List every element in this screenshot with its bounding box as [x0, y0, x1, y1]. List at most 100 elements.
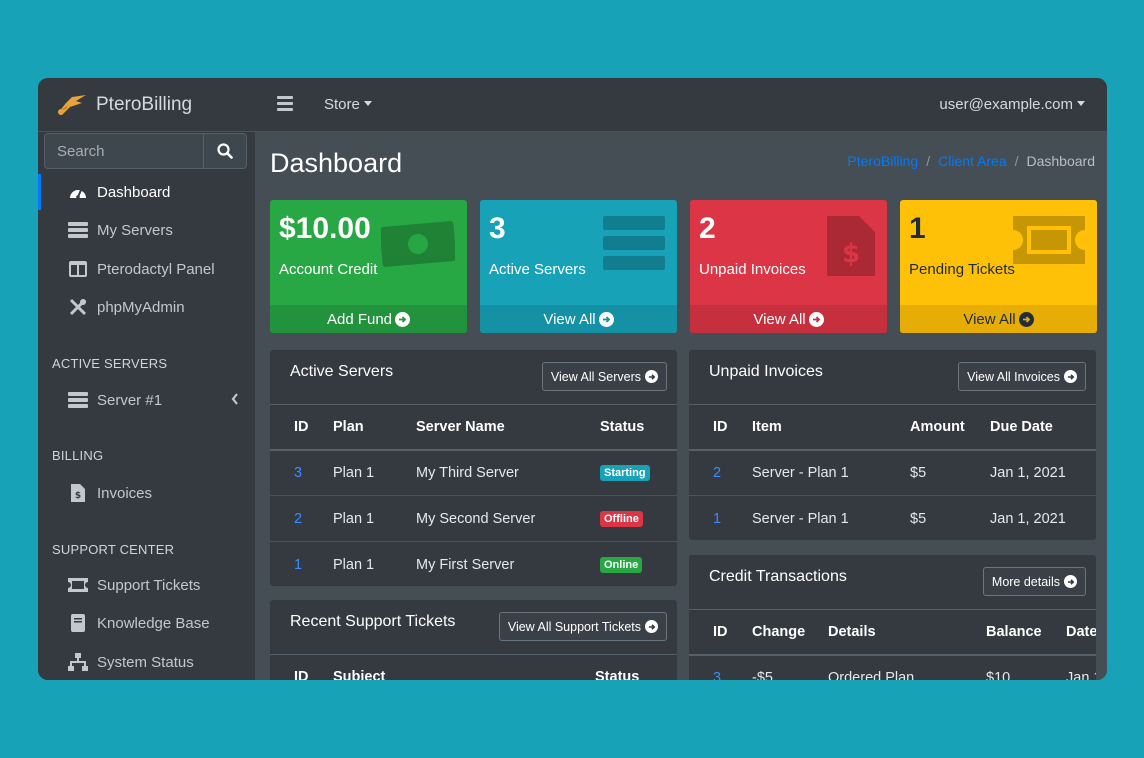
server-icon [67, 391, 89, 409]
server-name-cell: My Second Server [416, 495, 600, 542]
amount-cell: $5 [910, 510, 927, 527]
table-row: 2 Server - Plan 1 $5 Jan 1, 2021 [689, 449, 1096, 496]
stat-box-pending-tickets: 1 Pending Tickets View All [900, 200, 1097, 333]
sidebar-item-system-status[interactable]: System Status [38, 644, 255, 680]
caret-down-icon [363, 100, 372, 106]
server-icon [603, 216, 665, 270]
tachometer-icon [67, 183, 89, 201]
sidebar-item-my-servers[interactable]: My Servers [38, 212, 255, 248]
server-icon [67, 221, 89, 239]
column-header: Change [752, 609, 828, 656]
svg-text:$: $ [842, 239, 860, 269]
store-label: Store [324, 96, 360, 113]
status-cell: Offline [600, 495, 677, 542]
sidebar-item-server-1[interactable]: Server #1 [38, 382, 255, 418]
arrow-circle-right-icon [808, 311, 824, 327]
search-button[interactable] [203, 133, 247, 169]
server-name-cell: My First Server [416, 556, 515, 573]
section-header-support-center: SUPPORT CENTER [52, 542, 175, 557]
arrow-circle-right-icon [598, 311, 614, 327]
top-navbar: Store user@example.com [255, 78, 1107, 132]
due-date-cell: Jan 1, 2021 [990, 510, 1066, 527]
stat-box-unpaid-invoices: 2 Unpaid Invoices $ View All [690, 200, 887, 333]
status-badge: Online [600, 557, 643, 574]
sidebar-item-label: System Status [97, 653, 194, 671]
sidebar-item-invoices[interactable]: $ Invoices [38, 475, 255, 511]
credit-transactions-card: Credit Transactions More details ID Chan… [689, 555, 1096, 680]
table-row: 3 Plan 1 My Third Server Starting [270, 449, 677, 496]
view-all-servers-button[interactable]: View All Servers [541, 362, 667, 391]
sidebar-item-label: Server #1 [97, 391, 163, 409]
table-row: 3 -$5 Ordered Plan $10 Jan 1 [689, 654, 1096, 680]
view-all-support-tickets-button[interactable]: View All Support Tickets [498, 612, 667, 641]
status-cell: Starting [600, 449, 677, 496]
server-id-link[interactable]: 1 [294, 556, 303, 573]
chevron-left-icon[interactable] [231, 392, 239, 408]
sidebar-item-knowledge-base[interactable]: Knowledge Base [38, 605, 255, 641]
transaction-id-link[interactable]: 3 [689, 654, 752, 680]
sidebar-item-label: My Servers [97, 221, 173, 239]
money-bill-icon [381, 221, 455, 267]
store-dropdown[interactable]: Store [324, 96, 372, 113]
sidebar-item-pterodactyl-panel[interactable]: Pterodactyl Panel [38, 251, 255, 287]
server-id-link[interactable]: 2 [270, 495, 333, 542]
sidebar-item-dashboard[interactable]: Dashboard [38, 174, 255, 210]
stat-label: Account Credit [279, 261, 378, 278]
sidebar-item-support-tickets[interactable]: Support Tickets [38, 567, 255, 603]
arrow-circle-right-icon [1018, 311, 1034, 327]
table-row: 2 Plan 1 My Second Server Offline [270, 495, 677, 542]
plan-cell: Plan 1 [333, 449, 416, 496]
main-content: Dashboard PteroBilling / Client Area / Dashb… [255, 132, 1107, 680]
brand[interactable]: PteroBilling [38, 78, 255, 132]
search-icon [217, 143, 233, 159]
ticket-icon [1013, 216, 1085, 264]
more-details-button[interactable]: More details [982, 567, 1086, 596]
unpaid-invoices-table: ID Item Amount Due Date 2 Server - Plan … [689, 404, 1096, 540]
stat-label: Pending Tickets [909, 261, 1015, 278]
user-dropdown[interactable]: user@example.com [939, 96, 1085, 113]
arrow-circle-right-icon [1064, 575, 1077, 588]
breadcrumb-link-client-area[interactable]: Client Area [938, 153, 1007, 169]
stat-value: 1 [909, 212, 926, 245]
column-header: Amount [910, 404, 990, 451]
view-all-invoices-link[interactable]: View All [690, 305, 887, 333]
network-wired-icon [67, 653, 89, 671]
sidebar-item-phpmyadmin[interactable]: phpMyAdmin [38, 289, 255, 325]
column-header: Plan [333, 404, 416, 451]
arrow-circle-right-icon [1064, 370, 1077, 383]
stat-value: 3 [489, 212, 506, 245]
status-badge: Offline [600, 511, 643, 527]
view-all-servers-link[interactable]: View All [480, 305, 677, 333]
column-header: ID [689, 404, 752, 451]
invoice-id-link[interactable]: 1 [713, 510, 722, 527]
breadcrumb-link-pterobilling[interactable]: PteroBilling [847, 153, 919, 169]
details-cell: Ordered Plan [828, 654, 986, 680]
svg-text:$: $ [75, 491, 81, 501]
app-window: PteroBilling Dashboard My Servers [38, 78, 1107, 680]
add-fund-link[interactable]: Add Fund [270, 305, 467, 333]
column-header: Status [600, 404, 677, 451]
column-header: Subject [333, 654, 595, 680]
section-header-active-servers: ACTIVE SERVERS [52, 356, 168, 371]
caret-down-icon [1077, 100, 1085, 106]
search-input[interactable] [44, 133, 203, 169]
hamburger-menu-icon[interactable] [277, 96, 293, 111]
page-title: Dashboard [270, 148, 403, 178]
column-header: Due Date [990, 404, 1096, 451]
column-header: Balance [986, 609, 1066, 656]
file-invoice-dollar-icon: $ [67, 484, 89, 502]
view-all-invoices-button[interactable]: View All Invoices [958, 362, 1086, 391]
due-date-cell: Jan 1, 2021 [990, 449, 1096, 496]
support-tickets-table: ID Subject Status [270, 654, 677, 680]
active-servers-card: Active Servers View All Servers ID Plan … [270, 350, 677, 586]
server-name-cell: My Third Server [416, 449, 600, 496]
server-id-link[interactable]: 3 [270, 449, 333, 496]
view-all-tickets-link[interactable]: View All [900, 305, 1097, 333]
sidebar: PteroBilling Dashboard My Servers [38, 78, 255, 680]
stat-box-account-credit: $10.00 Account Credit Add Fund [270, 200, 467, 333]
sidebar-item-label: phpMyAdmin [97, 298, 185, 316]
column-header: Server Name [416, 404, 600, 451]
sidebar-item-label: Dashboard [97, 183, 171, 201]
date-cell: Jan 1 [1066, 654, 1096, 680]
invoice-id-link[interactable]: 2 [689, 449, 752, 496]
